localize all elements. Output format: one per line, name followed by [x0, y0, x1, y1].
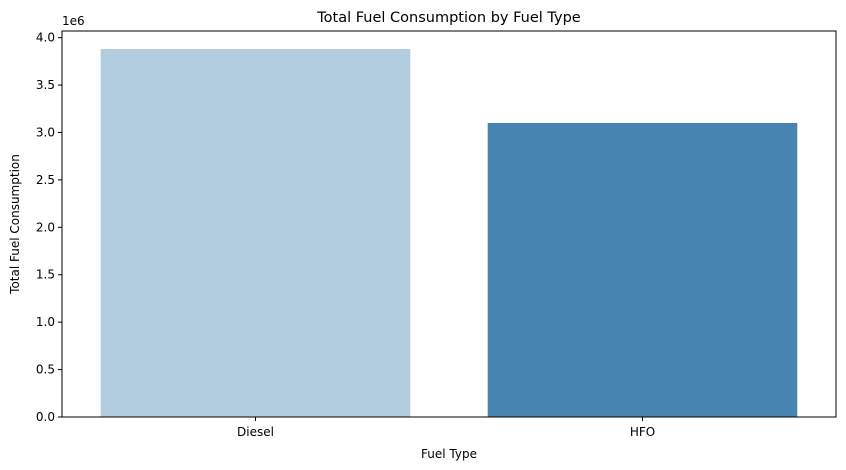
bar-hfo — [487, 122, 798, 417]
y-tick-label: 2.5 — [36, 173, 55, 187]
x-tick-label: HFO — [630, 425, 655, 439]
y-axis-offset-label: 1e6 — [62, 14, 85, 28]
y-tick-label: 4.0 — [36, 31, 55, 45]
bar-diesel — [100, 49, 411, 418]
bars — [100, 49, 798, 418]
x-axis-ticks: Diesel HFO — [237, 417, 655, 439]
y-tick-label: 0.0 — [36, 410, 55, 424]
y-tick-label: 1.0 — [36, 315, 55, 329]
y-tick-label: 1.5 — [36, 268, 55, 282]
y-tick-label: 3.0 — [36, 125, 55, 139]
y-tick-label: 0.5 — [36, 363, 55, 377]
y-axis-ticks: 0.0 0.5 1.0 1.5 2.0 2.5 3.0 3.5 4.0 — [36, 31, 62, 424]
plot-frame — [61, 30, 837, 418]
x-axis-label: Fuel Type — [421, 447, 477, 461]
y-axis-label: Total Fuel Consumption — [8, 154, 22, 295]
y-tick-label: 3.5 — [36, 78, 55, 92]
y-tick-label: 2.0 — [36, 220, 55, 234]
chart-title: Total Fuel Consumption by Fuel Type — [316, 10, 580, 26]
x-tick-label: Diesel — [237, 425, 274, 439]
